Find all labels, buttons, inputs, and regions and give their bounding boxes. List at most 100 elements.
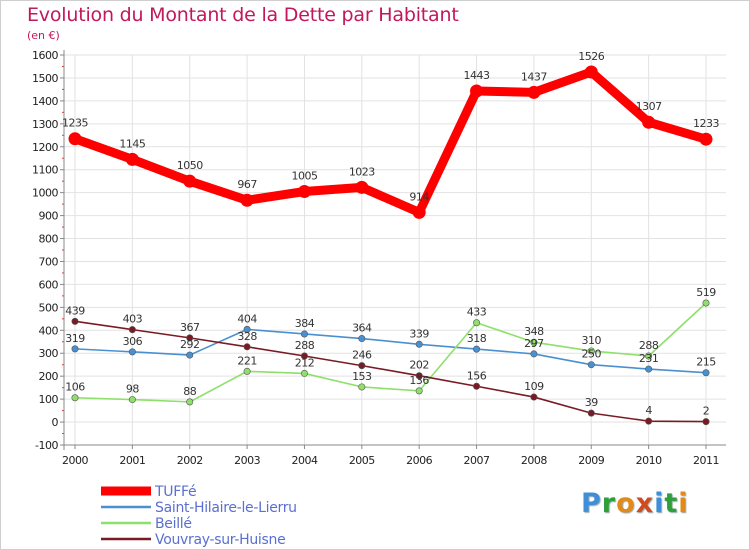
data-point [415,340,423,348]
data-label: 297 [524,337,544,350]
data-point [702,299,710,307]
series-line-1 [74,328,707,374]
y-tick-label: 500 [39,301,59,314]
legend-label-3: Vouvray-sur-Huisne [155,532,285,548]
logo-letter: r [601,488,617,519]
data-point [642,115,656,129]
data-label: 310 [582,334,602,347]
data-point [527,85,541,99]
y-tick-label: 800 [39,233,59,246]
data-label: 306 [123,335,143,348]
y-tick-label: 200 [39,370,59,383]
series-line-0 [70,67,711,217]
data-label: 1145 [119,137,145,150]
data-point [702,418,710,426]
y-tick-label: 300 [39,347,59,360]
data-point [128,396,136,404]
data-point [183,174,197,188]
x-tick-label: 2009 [578,454,604,467]
data-label: 2 [703,405,710,418]
data-label: 250 [582,348,602,361]
x-tick-label: 2002 [177,454,203,467]
data-point [587,361,595,369]
data-point [530,350,538,358]
data-point [68,132,82,146]
data-label: 292 [180,338,200,351]
y-tick-label: -100 [35,439,58,452]
x-tick-label: 2006 [406,454,432,467]
data-label: 1050 [177,159,203,172]
data-point [415,372,423,380]
data-point [645,352,653,360]
data-label: 231 [639,352,659,365]
x-tick-label: 2000 [62,454,88,467]
data-label: 212 [295,356,315,369]
data-point [128,326,136,334]
y-tick-label: 1000 [32,187,58,200]
data-label: 156 [467,369,487,382]
data-point [125,152,139,166]
y-tick-label: 1200 [32,141,58,154]
data-point [186,351,194,359]
data-label: 221 [237,354,257,367]
data-point [415,387,423,395]
data-point [587,347,595,355]
data-label: 1437 [521,70,547,83]
logo-letter: t [664,488,679,519]
data-point [645,417,653,425]
data-point [702,369,710,377]
chart-title: Evolution du Montant de la Dette par Hab… [27,4,459,26]
data-label: 1005 [291,170,317,183]
data-point [243,325,251,333]
data-point [699,132,713,146]
data-label: 404 [237,312,257,325]
data-label: 39 [585,396,598,409]
data-label: 246 [352,349,372,362]
data-label: 153 [352,370,372,383]
data-point [530,338,538,346]
data-label: 202 [409,359,429,372]
data-label: 339 [409,327,429,340]
proxiti-logo: Proxiti [581,488,689,519]
x-tick-label: 2010 [636,454,662,467]
data-label: 519 [696,286,716,299]
data-point [186,398,194,406]
data-point [358,335,366,343]
data-label: 384 [295,317,315,330]
logo-letter: P [581,488,602,519]
data-point [584,65,598,79]
legend-label-2: Beillé [155,516,192,532]
data-label: 367 [180,321,200,334]
data-point [473,382,481,390]
y-tick-label: 900 [39,210,59,223]
y-tick-label: 1300 [32,118,58,131]
data-point [71,317,79,325]
data-point [71,394,79,402]
data-point [300,369,308,377]
x-tick-label: 2004 [291,454,317,467]
data-label: 215 [696,356,716,369]
y-tick-label: 100 [39,393,59,406]
logo-letter: o [616,488,636,519]
data-label: 318 [467,332,487,345]
data-point [645,365,653,373]
data-point [297,185,311,198]
data-label: 88 [183,385,196,398]
y-tick-label: 0 [52,416,59,429]
data-point [355,180,369,194]
data-label: 348 [524,325,544,338]
data-point [473,345,481,353]
x-tick-label: 2001 [119,454,145,467]
data-label: 1233 [693,117,719,130]
data-label: 1443 [464,69,490,82]
x-tick-label: 2008 [521,454,547,467]
data-label: 1235 [62,117,88,130]
data-point [300,330,308,338]
data-label: 328 [237,330,257,343]
data-point [587,409,595,417]
data-point [186,334,194,342]
data-point [358,383,366,391]
data-label: 914 [409,190,429,203]
data-label: 967 [237,178,257,191]
